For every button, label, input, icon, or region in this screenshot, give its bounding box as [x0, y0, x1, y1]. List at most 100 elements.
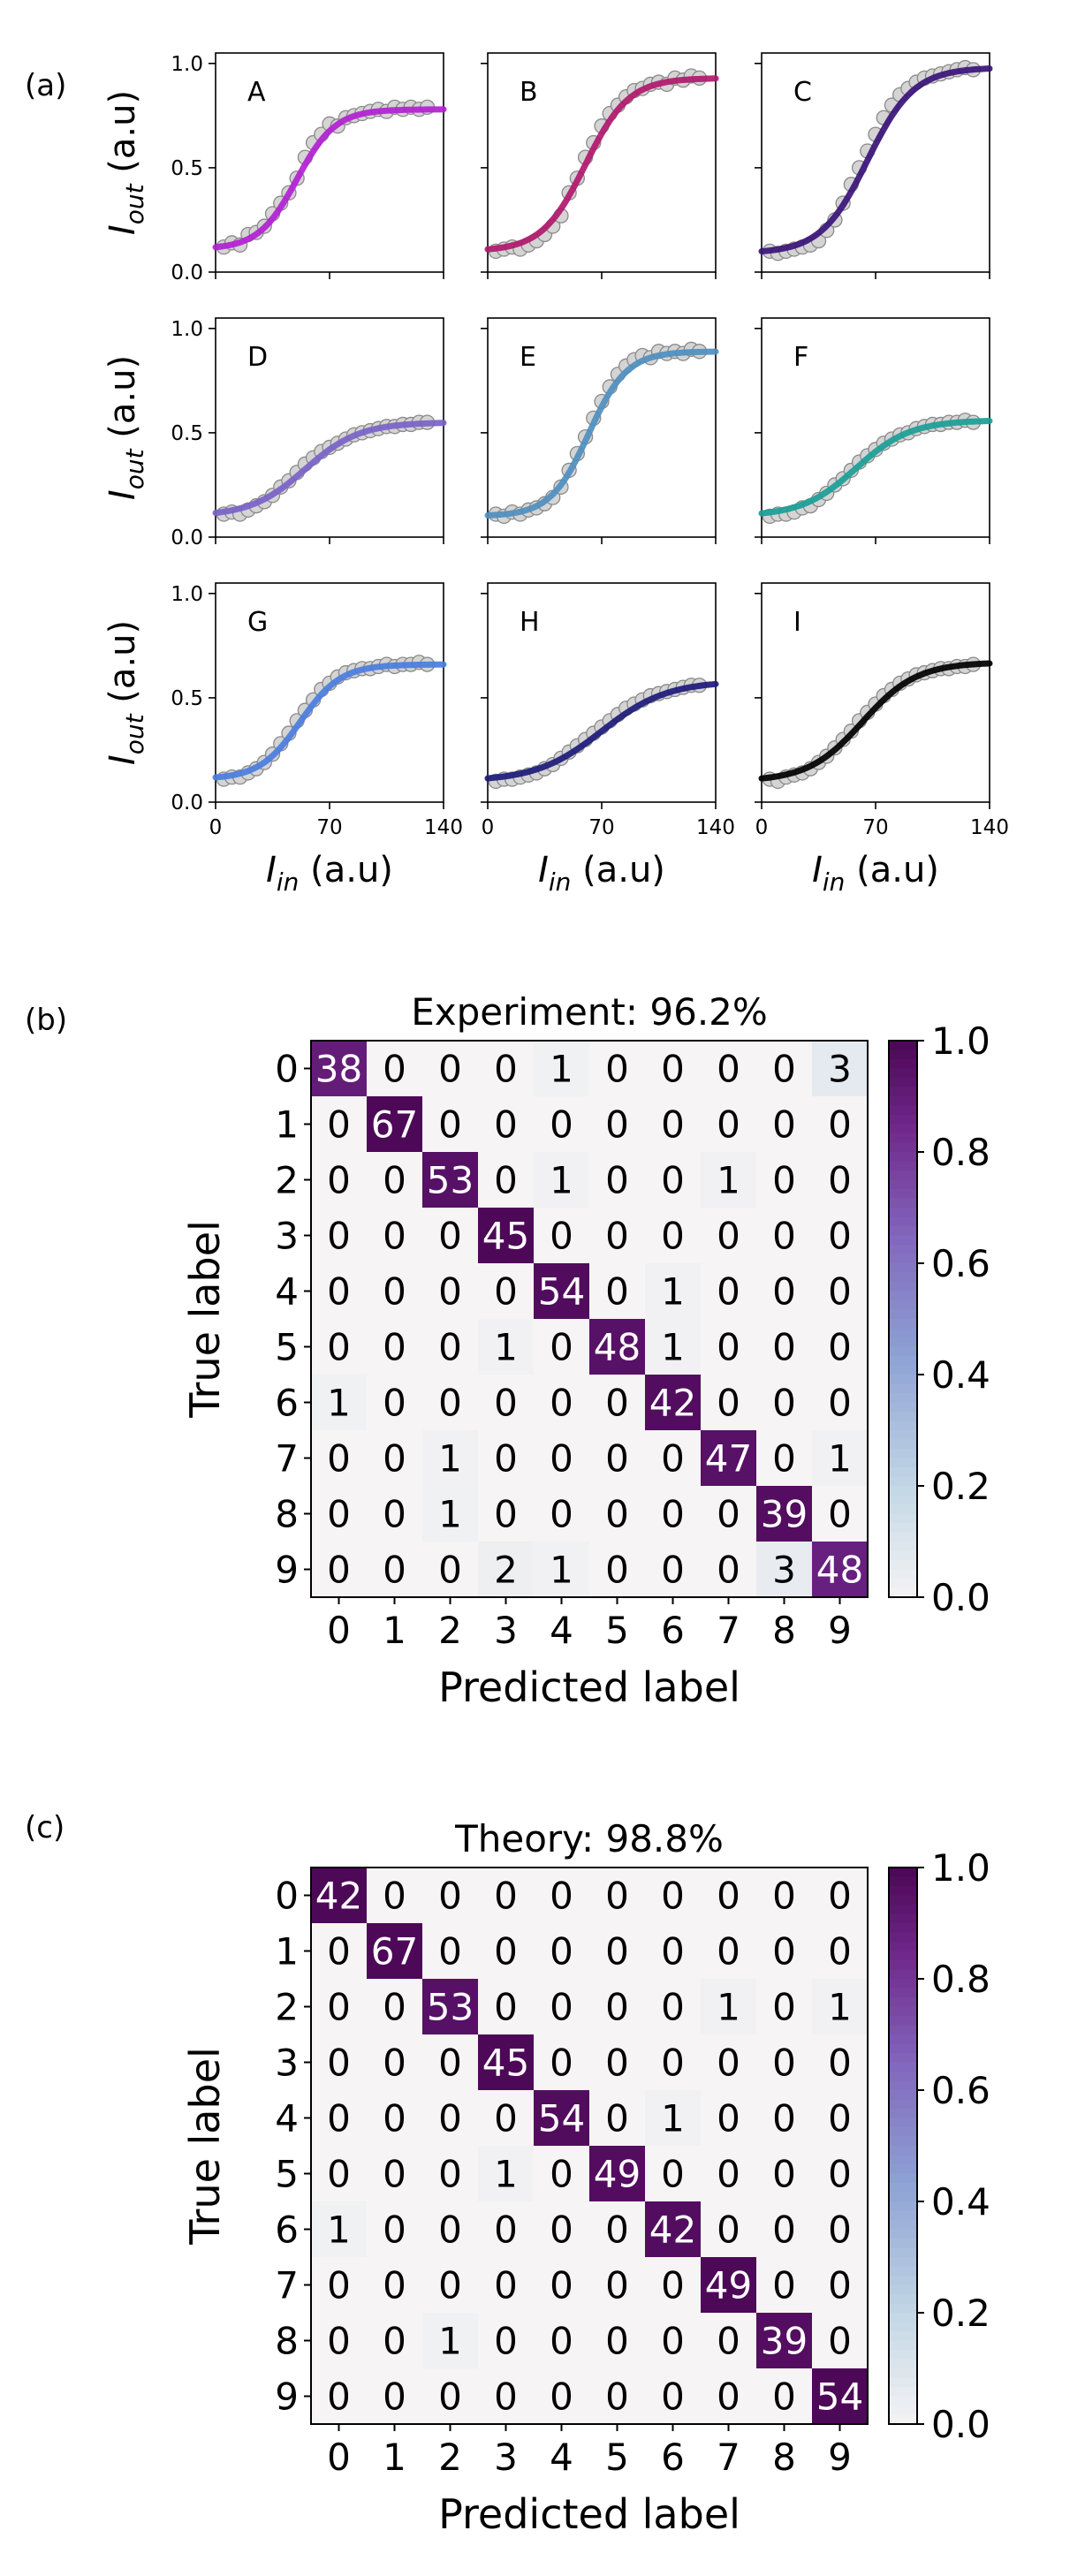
cell-value: 0 — [383, 1159, 406, 1202]
cell-value: 0 — [828, 2320, 852, 2363]
matrix-cell — [478, 2146, 535, 2202]
matrix-cell — [311, 1979, 368, 2035]
matrix-cell — [701, 1152, 757, 1208]
colorbar-segment — [889, 2266, 917, 2277]
cell-value: 0 — [327, 1215, 351, 1258]
matrix-cell — [534, 1923, 590, 1980]
matrix-cell — [534, 2034, 590, 2091]
cell-value: 0 — [327, 2375, 351, 2419]
colorbar-segment — [889, 2053, 917, 2064]
cell-value: 0 — [438, 2209, 462, 2252]
colorbar-segment — [889, 1328, 917, 1338]
cell-value: 0 — [717, 2153, 740, 2196]
cell-value: 1 — [717, 1159, 740, 1202]
matrix-cell — [645, 1979, 702, 2035]
matrix-cell — [367, 2090, 423, 2147]
colorbar-tick-label: 0.0 — [931, 1576, 990, 1619]
cell-value: 0 — [494, 1048, 518, 1091]
x-axis-label: Predicted label — [438, 1663, 740, 1711]
matrix-cell — [589, 1152, 646, 1208]
cell-value: 0 — [605, 1215, 629, 1258]
matrix-cell — [311, 2146, 368, 2202]
cell-value: 0 — [438, 1215, 462, 1258]
cell-value: 0 — [605, 1549, 629, 1592]
cell-value: 0 — [327, 1493, 351, 1536]
colorbar-segment — [889, 1171, 917, 1181]
cell-value: 0 — [605, 2375, 629, 2419]
matrix-cell — [367, 1486, 423, 1542]
matrix-cell — [645, 2034, 702, 2091]
colorbar-segment — [889, 2062, 917, 2072]
cell-value: 67 — [371, 1103, 418, 1147]
matrix-cell — [812, 2034, 869, 2091]
matrix-cell — [367, 1923, 423, 1980]
matrix-cell — [645, 1096, 702, 1153]
subplot-F: F — [755, 317, 993, 544]
y-tick-label: 5 — [275, 1326, 299, 1369]
colorbar-segment — [889, 2173, 917, 2184]
matrix-frame — [310, 1867, 869, 2425]
cell-value: 49 — [705, 2264, 752, 2307]
matrix-cell — [589, 2090, 646, 2147]
y-tick-label: 0.5 — [171, 422, 203, 445]
cell-value: 0 — [717, 1493, 740, 1536]
cell-value: 42 — [649, 2209, 696, 2252]
subplot-B: B — [481, 52, 719, 279]
y-tick-label: 7 — [275, 1437, 299, 1481]
cell-value: 0 — [327, 1549, 351, 1592]
matrix-cell — [589, 2257, 646, 2314]
matrix-cell — [367, 1542, 423, 1598]
matrix-cell — [534, 2090, 590, 2147]
cell-value: 0 — [717, 1930, 740, 1974]
y-axis-label-main: I — [102, 224, 143, 235]
colorbar-tick-label: 0.2 — [931, 1465, 990, 1508]
matrix-cell — [367, 1263, 423, 1320]
colorbar-segment — [889, 2229, 917, 2239]
matrix-cell — [756, 2368, 813, 2425]
matrix-cell — [422, 1263, 479, 1320]
y-axis-label: True label — [181, 2047, 229, 2246]
matrix-cell — [701, 1486, 757, 1542]
colorbar-segment — [889, 2109, 917, 2119]
cell-value: 0 — [661, 1215, 685, 1258]
x-axis-label-sub: in — [823, 868, 846, 897]
cell-value: 0 — [717, 1103, 740, 1147]
matrix-cell — [812, 2146, 869, 2202]
y-axis-label-unit: (a.u) — [102, 620, 143, 715]
matrix-cell — [422, 2146, 479, 2202]
matrix-cell — [701, 2090, 757, 2147]
cell-value: 0 — [327, 2264, 351, 2307]
cell-value: 1 — [438, 1437, 462, 1481]
matrix-cell — [367, 2201, 423, 2258]
matrix-cell — [701, 1263, 757, 1320]
matrix-cell — [812, 2090, 869, 2147]
matrix-cell — [645, 1041, 702, 1097]
cell-value: 1 — [438, 1493, 462, 1536]
y-tick-label: 1.0 — [171, 53, 203, 76]
cell-value: 0 — [717, 1549, 740, 1592]
cell-value: 0 — [605, 1437, 629, 1481]
y-tick-label: 3 — [275, 1215, 299, 1258]
matrix-cell — [756, 1868, 813, 1924]
cell-value: 0 — [550, 2320, 573, 2363]
colorbar-segment — [889, 2340, 917, 2351]
matrix-cell — [701, 1430, 757, 1487]
colorbar-segment — [889, 2155, 917, 2165]
cell-value: 0 — [605, 1382, 629, 1425]
matrix-cell — [478, 1486, 535, 1542]
colorbar-segment — [889, 2350, 917, 2360]
cell-value: 0 — [717, 1270, 740, 1314]
matrix-cell — [589, 2201, 646, 2258]
cell-value: 0 — [550, 2264, 573, 2307]
cell-value: 0 — [383, 1326, 406, 1369]
cell-value: 0 — [494, 2209, 518, 2252]
colorbar-segment — [889, 2377, 917, 2388]
colorbar-segment — [889, 1263, 917, 1274]
cell-value: 0 — [383, 1382, 406, 1425]
matrix-cell — [645, 1923, 702, 1980]
colorbar-segment — [889, 1346, 917, 1357]
matrix-cell — [701, 2201, 757, 2258]
cell-value: 0 — [828, 1270, 852, 1314]
matrix-cell — [311, 1263, 368, 1320]
